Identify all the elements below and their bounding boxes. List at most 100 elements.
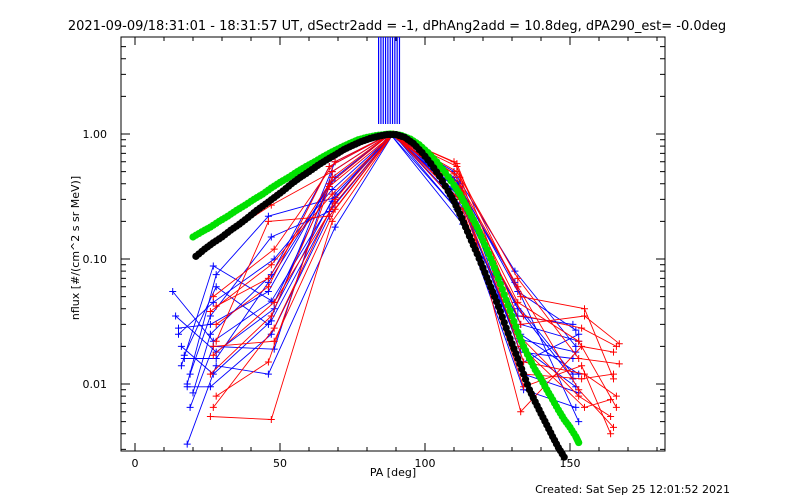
y-tick-label: 0.01 [83, 378, 108, 391]
plus-marker [517, 408, 525, 416]
plus-marker [612, 403, 620, 411]
plus-marker [270, 245, 278, 253]
plus-marker [212, 302, 220, 310]
y-axis-label: nflux [#/(cm^2 s sr MeV)] [69, 176, 82, 320]
created-timestamp: Created: Sat Sep 25 12:01:52 2021 [535, 483, 730, 496]
red-series [206, 130, 617, 383]
plus-marker [569, 375, 577, 383]
spike-layer [378, 37, 401, 124]
fit-dot [492, 269, 501, 277]
series-line [215, 133, 611, 417]
fit-dot [500, 318, 508, 327]
plus-marker [212, 271, 220, 279]
plus-marker [264, 217, 272, 225]
y-tick-label: 1.00 [83, 128, 108, 141]
plus-marker [175, 330, 182, 338]
plus-marker [267, 416, 275, 423]
blue-series [183, 130, 580, 448]
plus-marker [270, 337, 278, 345]
plus-marker [212, 354, 220, 362]
series-line [213, 133, 617, 347]
plus-marker [209, 262, 217, 270]
plus-marker [209, 293, 217, 301]
fit-dot [498, 313, 506, 321]
fit-dot [560, 453, 568, 461]
x-axis-label: PA [deg] [370, 466, 416, 479]
plus-marker [270, 298, 278, 306]
plus-marker [270, 345, 278, 353]
plus-marker [267, 312, 275, 320]
plus-marker [328, 168, 336, 176]
plus-marker [264, 283, 272, 291]
plus-marker [267, 233, 275, 241]
plus-marker [607, 412, 615, 420]
series-line [213, 133, 614, 380]
series-line [189, 133, 574, 380]
plus-marker [572, 403, 580, 411]
plus-marker [578, 375, 586, 383]
green-fit-curve [189, 130, 583, 447]
black-fit-curve [192, 130, 568, 461]
x-tick-label: 100 [415, 457, 436, 470]
plus-marker [575, 418, 583, 426]
plus-marker [610, 348, 617, 356]
plus-marker [514, 283, 522, 291]
plus-marker [267, 261, 275, 269]
plus-marker [177, 342, 185, 350]
blue-series [180, 130, 580, 362]
plus-marker [175, 324, 182, 332]
chart-title: 2021-09-09/18:31:01 - 18:31:57 UT, dSect… [68, 19, 726, 34]
plus-marker [610, 423, 617, 431]
plus-marker [212, 283, 220, 291]
plus-marker [610, 370, 617, 378]
plus-marker [331, 158, 339, 166]
fit-layer [189, 130, 583, 461]
red-series [206, 130, 623, 348]
series-line [215, 133, 614, 428]
plus-marker [450, 170, 458, 178]
plus-marker [607, 430, 615, 438]
plus-marker [575, 354, 583, 362]
plus-marker [514, 298, 522, 306]
series-line [213, 133, 612, 434]
plus-marker [206, 330, 214, 338]
plus-marker [177, 362, 185, 370]
plus-marker [183, 380, 191, 388]
plus-marker [264, 370, 272, 378]
plus-marker [325, 180, 333, 188]
series-line [210, 133, 611, 408]
x-tick-label: 0 [132, 457, 139, 470]
plus-marker [575, 330, 583, 338]
red-series [212, 130, 617, 431]
plus-marker [212, 337, 220, 345]
red-series [206, 130, 615, 411]
plus-marker [267, 297, 275, 305]
plus-marker [264, 274, 272, 282]
fit-dot [494, 275, 503, 283]
plus-marker [328, 190, 336, 198]
series-line [210, 133, 614, 379]
plus-marker [212, 392, 220, 400]
plus-marker [206, 412, 214, 420]
plus-marker [331, 199, 339, 207]
plus-marker [264, 320, 272, 328]
plus-marker [331, 223, 339, 231]
plus-marker [186, 403, 194, 411]
red-series [209, 130, 617, 383]
plus-marker [578, 362, 586, 370]
red-series [209, 130, 620, 411]
plus-marker [270, 324, 278, 332]
plus-marker [212, 320, 220, 328]
plus-marker [615, 340, 623, 348]
plus-marker [517, 293, 525, 301]
series-line [178, 133, 574, 375]
fit-dot [575, 438, 583, 447]
fit-dot [496, 307, 504, 316]
plus-marker [453, 160, 461, 168]
plus-marker [183, 440, 191, 448]
x-tick-label: 50 [273, 457, 287, 470]
plus-marker [581, 403, 588, 411]
red-series [209, 130, 615, 438]
